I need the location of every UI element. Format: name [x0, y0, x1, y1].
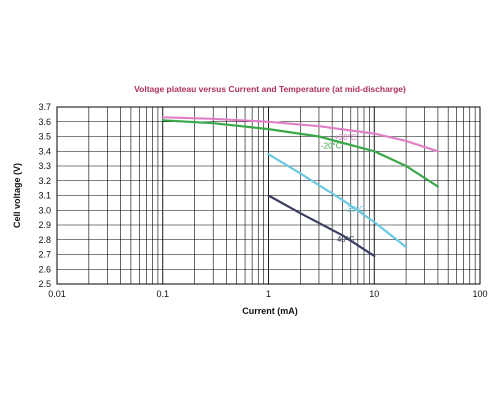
series-label: -20°C [321, 142, 342, 151]
y-tick-label: 2.5 [38, 279, 51, 289]
series-line [161, 116, 439, 153]
x-tick-label: 100 [472, 289, 487, 299]
y-tick-label: 3.4 [38, 146, 51, 156]
x-axis-label: Current (mA) [242, 306, 298, 316]
series-line [161, 119, 439, 188]
x-tick-label: 1 [266, 289, 271, 299]
x-tick-label: 10 [369, 289, 379, 299]
y-axis-label: Cell voltage (V) [12, 163, 22, 228]
series-label: +20°C [334, 133, 357, 142]
series-label: -40°C [334, 235, 355, 244]
y-tick-label: 3.2 [38, 176, 51, 186]
x-tick-label: 0.1 [156, 289, 169, 299]
y-tick-label: 2.8 [38, 235, 51, 245]
chart-title: Voltage plateau versus Current and Tempe… [134, 84, 406, 94]
y-tick-label: 2.7 [38, 250, 51, 260]
grid [56, 106, 480, 285]
series-layer: +20°C-20°C -30°C -40°C [161, 116, 439, 258]
y-tick-label: 2.9 [38, 220, 51, 230]
y-tick-label: 3.1 [38, 191, 51, 201]
y-tick-label: 3.3 [38, 161, 51, 171]
y-tick-label: 3.5 [38, 132, 51, 142]
y-tick-label: 3.7 [38, 102, 51, 112]
tick-labels: 0.01 0.1 1 10 100 2.5 2.6 2.7 2.8 2.9 3.0 3.1 3.2 3.3… [38, 102, 487, 299]
series-label: -30°C [344, 205, 365, 214]
y-tick-label: 3.0 [38, 205, 51, 215]
y-tick-label: 3.6 [38, 117, 51, 127]
series-line [267, 153, 408, 249]
series-line [267, 194, 376, 258]
y-tick-label: 2.6 [38, 264, 51, 274]
x-tick-label: 0.01 [48, 289, 66, 299]
plot-frame [56, 106, 481, 285]
